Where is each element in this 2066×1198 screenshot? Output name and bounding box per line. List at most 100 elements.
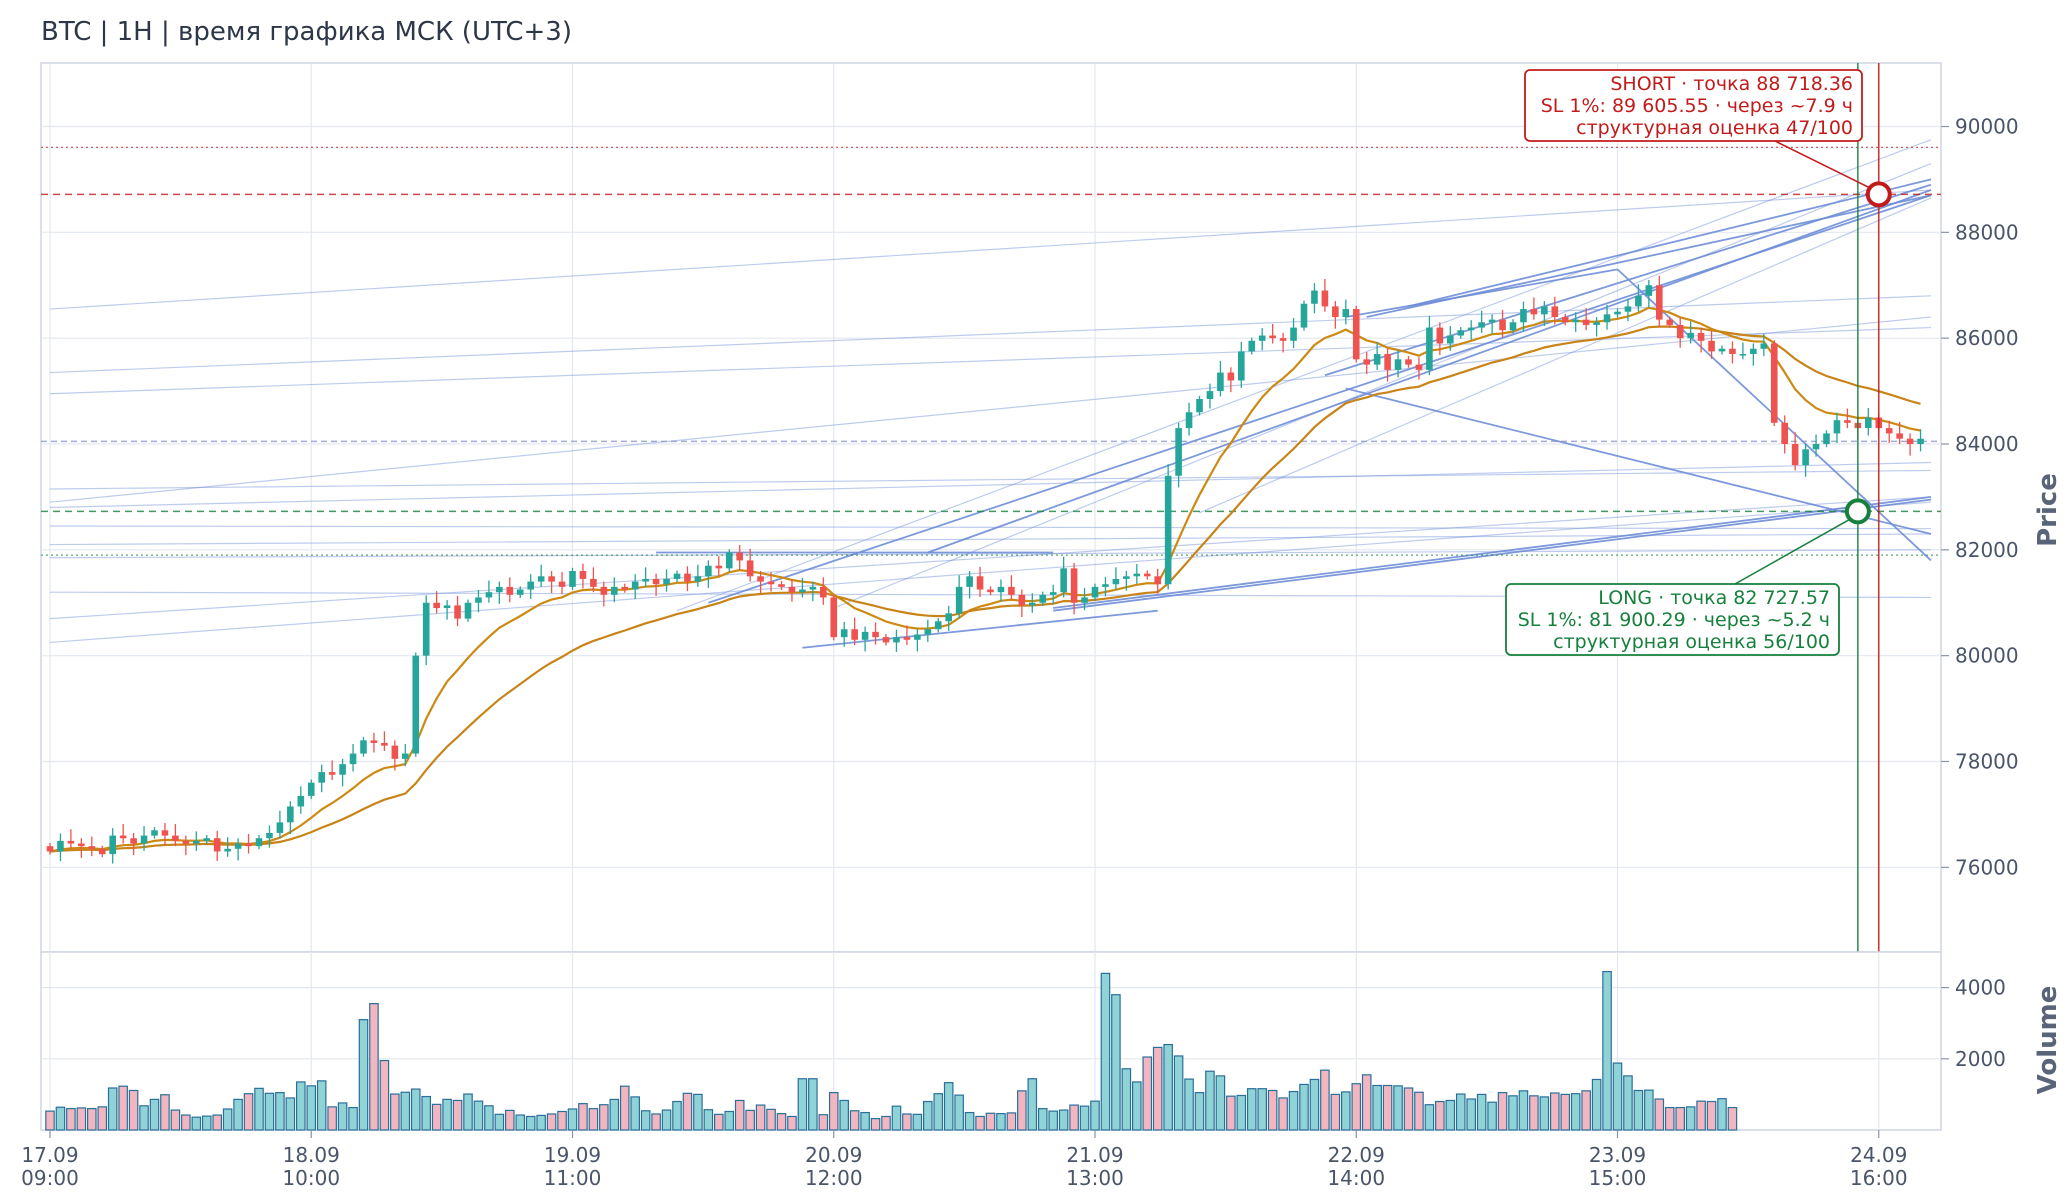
volume-bar [902,1113,912,1131]
price-panel: 76000 78000 80000 82000 84000 86000 88000 90000… [40,62,2063,953]
candle-body [1311,290,1318,304]
volume-bar [118,1085,128,1131]
candle-body [1227,372,1235,381]
candle-body [611,586,618,595]
volume-bar [1727,1106,1738,1131]
candle-body [715,565,723,569]
volume-bar [1612,1062,1623,1131]
candle-body [590,578,597,587]
volume-bar [505,1109,515,1131]
volume-bar [1445,1099,1456,1131]
candle-body [924,629,932,635]
volume-bar [1173,1055,1184,1131]
volume-bar [1226,1095,1236,1131]
volume-bar [1403,1087,1414,1131]
candle-body [1509,322,1517,331]
long-annotation-box [1505,583,1840,656]
volume-bar [369,1003,379,1131]
volume-bar [275,1092,285,1131]
candle-body [1624,306,1632,312]
candle-body [213,838,221,852]
volume-bar [1142,1056,1153,1131]
time-tick-hour: 15:00 [1589,1166,1647,1190]
candle-body [1823,433,1830,444]
volume-bar [933,1093,944,1131]
volume-bar [860,1111,870,1131]
volume-bar [243,1093,254,1131]
volume-bar [1675,1106,1685,1131]
strong-trendline [1366,194,1932,318]
candle-body [276,822,284,833]
volume-bar [578,1103,588,1131]
candle-body [1415,364,1423,370]
price-tick-label: 80000 [1955,644,2019,668]
candle-body [1676,324,1684,339]
volume-bar [1591,1078,1602,1131]
candle-body [1666,319,1674,325]
faint-trendline [833,162,1932,609]
volume-bar [463,1093,473,1131]
volume-bar [640,1110,651,1131]
short-leader-line [1774,140,1872,189]
volume-bar [327,1106,337,1131]
candle-body [412,655,420,754]
candle-body [402,753,409,759]
candle-body [1342,309,1350,317]
strong-trendline [802,609,1158,649]
candle-body [433,602,440,609]
candle-body [725,552,733,569]
candle-body [788,586,796,593]
time-tick-hour: 16:00 [1850,1166,1908,1190]
volume-bar [296,1081,306,1131]
candle-body [1269,335,1276,339]
volume-bar [567,1108,578,1131]
price-tick-label: 90000 [1955,115,2019,139]
candle-body [809,586,817,590]
volume-bar [1100,972,1111,1131]
volume-bar [839,1099,849,1131]
volume-bar [546,1113,557,1131]
volume-bar [285,1097,296,1131]
candle-body [1635,295,1642,307]
candle-body [694,576,702,582]
volume-bar [828,1092,839,1131]
volume-bar [1393,1085,1403,1131]
candle-body [1049,592,1057,595]
volume-bar [201,1115,212,1131]
time-tick-date: 19.09 [544,1143,601,1167]
faint-trendline [49,501,1932,644]
candle-body [1708,340,1715,352]
volume-bar [410,1088,421,1131]
volume-bar [442,1098,452,1131]
candle-body [872,631,879,638]
strong-trendline [1053,496,1932,609]
time-tick-hour: 11:00 [544,1166,602,1190]
candle-body [1081,597,1088,603]
candle-body [705,565,712,577]
volume-bar [1184,1078,1194,1131]
candle-body [997,586,1005,593]
candle-body [1321,290,1329,307]
candle-body [1238,351,1245,381]
price-tick-label: 88000 [1955,220,2019,244]
candle-body [1593,322,1600,325]
volume-bar [1633,1089,1644,1131]
volume-bar [1017,1090,1027,1131]
candle-body [245,843,252,847]
time-tick-date: 18.09 [283,1143,340,1167]
candle-body [1917,438,1924,444]
faint-trendline [1199,197,1932,514]
long-annotation: LONG · точка 82 727.57 SL 1%: 81 900.29 … [1505,518,1851,656]
volume-bar [45,1110,55,1131]
candle-body [1154,576,1161,585]
candle-body [1457,330,1465,336]
volume-bar [107,1087,118,1131]
short-entry-marker [1865,181,1892,208]
candle-body [1279,338,1287,341]
volume-bar [254,1087,264,1131]
candle-body [506,586,514,595]
volume-bar [1278,1097,1288,1131]
volume-bar [191,1116,202,1131]
faint-trendline [49,496,1932,620]
